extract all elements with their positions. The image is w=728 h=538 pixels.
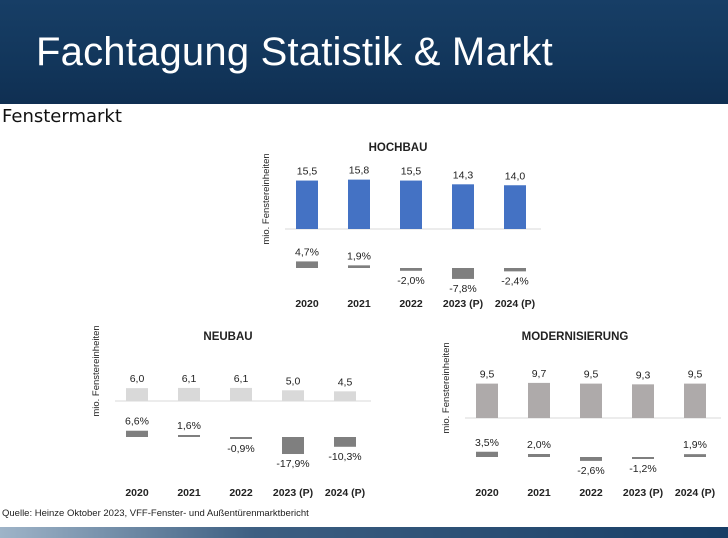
title-banner: Fachtagung Statistik & Markt (0, 0, 728, 104)
hochbau-change-label-3: -7,8% (449, 283, 476, 295)
modernisierung-change-bar-0 (476, 451, 498, 457)
neubau-change-bar-4 (334, 437, 356, 447)
neubau-change-bar-2 (230, 437, 252, 439)
hochbau-change-bar-4 (504, 268, 526, 272)
modernisierung-value-label-4: 9,5 (688, 369, 703, 381)
modernisierung-bar-3 (632, 384, 654, 418)
footer-bar (0, 527, 728, 538)
neubau-category-label-2: 2022 (229, 487, 253, 499)
hochbau-category-label-3: 2023 (P) (443, 298, 483, 310)
hochbau-change-bar-1 (348, 265, 370, 268)
hochbau-value-label-3: 14,3 (453, 169, 474, 181)
modernisierung-value-label-1: 9,7 (532, 368, 547, 380)
neubau-category-label-1: 2021 (177, 487, 201, 499)
source-note: Quelle: Heinze Oktober 2023, VFF-Fenster… (2, 508, 309, 519)
modernisierung-change-label-3: -1,2% (629, 463, 656, 475)
neubau-change-bar-1 (178, 435, 200, 437)
neubau-change-label-1: 1,6% (177, 420, 201, 432)
hochbau-bar-0 (296, 180, 318, 229)
modernisierung-change-bar-3 (632, 457, 654, 459)
hochbau-bar-2 (400, 180, 422, 229)
modernisierung-value-label-3: 9,3 (636, 369, 651, 381)
hochbau-change-label-2: -2,0% (397, 275, 424, 287)
neubau-bar-0 (126, 388, 148, 401)
neubau-bar-4 (334, 391, 356, 401)
hochbau-change-label-0: 4,7% (295, 246, 319, 258)
modernisierung-category-label-2: 2022 (579, 487, 603, 499)
modernisierung-change-bar-1 (528, 454, 550, 457)
neubau-category-label-4: 2024 (P) (325, 487, 365, 499)
modernisierung-value-label-2: 9,5 (584, 369, 599, 381)
hochbau-change-label-4: -2,4% (501, 275, 528, 287)
modernisierung-category-label-4: 2024 (P) (675, 487, 715, 499)
modernisierung-bar-0 (476, 383, 498, 418)
neubau-change-label-4: -10,3% (328, 451, 361, 463)
hochbau-bar-4 (504, 185, 526, 229)
modernisierung-change-label-0: 3,5% (475, 437, 499, 449)
neubau-ylabel: mio. Fenstereinheiten (91, 325, 102, 416)
neubau-bar-2 (230, 387, 252, 401)
hochbau-value-label-0: 15,5 (297, 166, 318, 178)
hochbau-change-bar-2 (400, 268, 422, 271)
neubau-value-label-4: 4,5 (338, 376, 353, 388)
modernisierung-change-label-2: -2,6% (577, 465, 604, 477)
neubau-value-label-0: 6,0 (130, 373, 145, 385)
modernisierung-category-label-3: 2023 (P) (623, 487, 663, 499)
hochbau-value-label-2: 15,5 (401, 166, 422, 178)
neubau-change-bar-3 (282, 437, 304, 455)
modernisierung-ylabel: mio. Fenstereinheiten (441, 342, 452, 433)
slide-title: Fachtagung Statistik & Markt (36, 30, 553, 74)
modernisierung-title: MODERNISIERUNG (522, 331, 629, 343)
neubau-change-label-2: -0,9% (227, 443, 254, 455)
modernisierung-value-label-0: 9,5 (480, 369, 495, 381)
hochbau-ylabel: mio. Fenstereinheiten (261, 153, 272, 244)
chart-hochbau: HOCHBAU mio. Fenstereinheiten 15,5 4,7% 2020… (261, 142, 541, 310)
neubau-title: NEUBAU (203, 331, 252, 343)
modernisierung-category-label-1: 2021 (527, 487, 551, 499)
hochbau-category-label-4: 2024 (P) (495, 298, 535, 310)
modernisierung-change-bar-4 (684, 454, 706, 457)
hochbau-category-label-2: 2022 (399, 298, 423, 310)
neubau-category-label-0: 2020 (125, 487, 149, 499)
neubau-category-label-3: 2023 (P) (273, 487, 313, 499)
hochbau-bar-3 (452, 184, 474, 229)
modernisierung-change-label-1: 2,0% (527, 439, 551, 451)
neubau-change-label-0: 6,6% (125, 416, 149, 428)
hochbau-change-label-1: 1,9% (347, 250, 371, 262)
neubau-bar-3 (282, 390, 304, 401)
hochbau-category-label-1: 2021 (347, 298, 371, 310)
neubau-value-label-1: 6,1 (182, 373, 197, 385)
modernisierung-bar-2 (580, 383, 602, 418)
modernisierung-bar-4 (684, 383, 706, 418)
modernisierung-change-label-4: 1,9% (683, 439, 707, 451)
hochbau-bar-1 (348, 179, 370, 229)
chart-modernisierung: MODERNISIERUNG mio. Fenstereinheiten 9,5 3,… (441, 331, 721, 499)
modernisierung-change-bar-2 (580, 457, 602, 461)
neubau-bar-1 (178, 387, 200, 401)
hochbau-value-label-4: 14,0 (505, 170, 526, 182)
hochbau-value-label-1: 15,8 (349, 165, 370, 177)
neubau-value-label-2: 6,1 (234, 373, 249, 385)
hochbau-change-bar-0 (296, 261, 318, 268)
chart-neubau: NEUBAU mio. Fenstereinheiten 6,0 6,6% 2020 6,… (91, 325, 371, 499)
neubau-value-label-3: 5,0 (286, 375, 301, 387)
neubau-change-bar-0 (126, 430, 148, 437)
section-title: Fenstermarkt (2, 106, 122, 127)
hochbau-change-bar-3 (452, 268, 474, 279)
modernisierung-category-label-0: 2020 (475, 487, 499, 499)
modernisierung-bar-1 (528, 382, 550, 418)
hochbau-category-label-0: 2020 (295, 298, 319, 310)
hochbau-title: HOCHBAU (369, 142, 428, 154)
neubau-change-label-3: -17,9% (276, 458, 309, 470)
